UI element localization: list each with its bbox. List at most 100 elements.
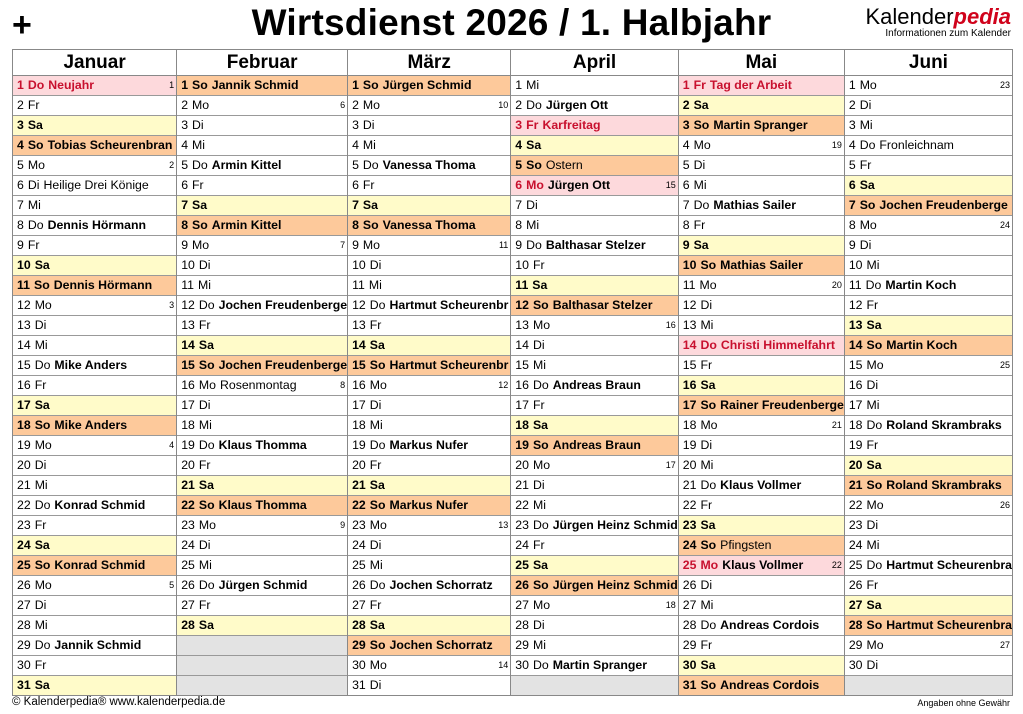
- day-date: 10 So: [683, 256, 716, 275]
- day-cell: 8 Mi: [511, 216, 678, 236]
- duty-name: Jochen Freudenberge: [218, 358, 348, 372]
- logo-accent: pedia: [953, 4, 1011, 29]
- weekday: Di: [700, 298, 713, 312]
- day-cell: 31 Sa: [13, 676, 177, 695]
- day-cell: 8 So Vanessa Thoma: [348, 216, 511, 236]
- weekday: Fr: [362, 178, 375, 192]
- day-number: 28: [515, 618, 529, 632]
- day-cell: 1 So Jürgen Schmid: [348, 76, 511, 96]
- day-number: 17: [515, 398, 529, 412]
- day-number: 4: [181, 138, 189, 152]
- day-date: 2 Mo: [352, 96, 380, 115]
- day-number: 12: [682, 298, 697, 312]
- footer-copyright: © Kalenderpedia® www.kalenderpedia.de: [12, 696, 226, 708]
- day-cell: 14 Sa: [177, 336, 348, 356]
- day-date: 23 Sa: [683, 516, 716, 535]
- weekday: Sa: [693, 98, 709, 112]
- day-number: 1: [515, 78, 523, 92]
- day-number: 18: [848, 418, 863, 432]
- day-number: 22: [515, 498, 529, 512]
- day-date: 30 Fr: [17, 656, 46, 675]
- day-cell: 2 Fr: [13, 96, 177, 116]
- duty-name: Mathias Sailer: [713, 198, 797, 212]
- weekday: Di: [532, 478, 545, 492]
- duty-name: Andreas Braun: [552, 438, 641, 452]
- month-header: Juni: [844, 50, 1012, 76]
- calendar-grid: Januar 1 Do Neujahr 1 2 Fr 3 Sa 4 So Tobias Scheure…: [12, 49, 1013, 696]
- duty-name: Jürgen Heinz Schmid: [552, 518, 678, 532]
- weekday: Do: [532, 518, 549, 532]
- day-cell: 18 Mo 21: [678, 416, 844, 436]
- day-date: 7 Sa: [181, 196, 207, 215]
- day-cell: 29 Do Jannik Schmid: [13, 636, 177, 656]
- day-number: 9: [17, 238, 24, 252]
- holiday-name: Tag der Arbeit: [709, 78, 792, 92]
- weekday: Fr: [532, 258, 545, 272]
- weekday: Do: [865, 278, 882, 292]
- weekday: Sa: [700, 518, 716, 532]
- weekday: Fr: [369, 598, 382, 612]
- weekday: Fr: [34, 658, 47, 672]
- day-cell: 20 Mo 17: [511, 456, 678, 476]
- weekday: Fr: [198, 598, 211, 612]
- day-cell: 24 Fr: [511, 536, 678, 556]
- day-date: 13 Mo: [515, 316, 550, 335]
- day-cell: 28 Sa: [177, 616, 348, 636]
- week-number: 5: [169, 580, 175, 590]
- day-cell: 26 Mo 5: [13, 576, 177, 596]
- weekday: Do: [866, 418, 883, 432]
- day-number: 29: [515, 638, 529, 652]
- day-cell: 30 Di: [844, 656, 1012, 676]
- day-date: 6 Fr: [181, 176, 203, 195]
- day-date: 12 Do: [181, 296, 214, 315]
- holiday-name: Ostern: [545, 158, 583, 172]
- week-number: 3: [169, 300, 175, 310]
- day-cell: 4 Mo 19: [678, 136, 844, 156]
- day-number: 12: [181, 298, 195, 312]
- day-cell: 30 Fr: [13, 656, 177, 676]
- day-cell: 3 Di: [348, 116, 511, 136]
- day-number: 6: [682, 178, 690, 192]
- weekday: Do: [369, 438, 386, 452]
- day-date: 28 Do: [683, 616, 716, 635]
- weekday: Di: [859, 238, 872, 252]
- day-date: 30 Mo: [352, 656, 387, 675]
- day-number: 7: [352, 198, 359, 212]
- weekday: Mo: [369, 378, 387, 392]
- day-date: 12 Fr: [849, 296, 878, 315]
- day-number: 22: [848, 498, 863, 512]
- day-date: 26 Fr: [849, 576, 878, 595]
- weekday: Di: [866, 658, 879, 672]
- weekday: Fr: [198, 318, 211, 332]
- duty-name: Balthasar Stelzer: [552, 298, 653, 312]
- day-date: 29 Mo: [849, 636, 884, 655]
- weekday: Mo: [362, 98, 381, 112]
- day-date: 8 So: [352, 216, 379, 235]
- day-date: 15 So: [352, 356, 385, 375]
- day-date: 3 Mi: [849, 116, 873, 135]
- weekday: Mo: [526, 178, 544, 192]
- day-cell: 3 Mi: [844, 116, 1012, 136]
- day-date: 27 Di: [17, 596, 46, 615]
- weekday: Fr: [700, 358, 713, 372]
- day-number: 13: [515, 318, 529, 332]
- day-cell: 17 Di: [177, 396, 348, 416]
- day-date: 5 Do: [181, 156, 208, 175]
- weekday: Sa: [198, 618, 214, 632]
- week-number: 14: [498, 660, 509, 670]
- day-number: 5: [17, 158, 24, 172]
- day-date: 4 Do: [849, 136, 876, 155]
- month-column: Februar 1 So Jannik Schmid 2 Mo 6 3 Di 4 Mi 5 Do Armi…: [176, 50, 348, 695]
- day-cell: 13 Sa: [844, 316, 1012, 336]
- week-number: 13: [498, 520, 509, 530]
- day-cell: 7 Sa: [348, 196, 511, 216]
- day-number: 10: [848, 258, 863, 272]
- weekday: Di: [369, 398, 382, 412]
- day-cell: 26 Di: [678, 576, 844, 596]
- day-date: 23 Di: [849, 516, 878, 535]
- weekday: Sa: [866, 458, 882, 472]
- day-cell: 3 Di: [177, 116, 348, 136]
- duty-name: Mike Anders: [54, 418, 128, 432]
- weekday: So: [192, 78, 208, 92]
- weekday: So: [369, 358, 386, 372]
